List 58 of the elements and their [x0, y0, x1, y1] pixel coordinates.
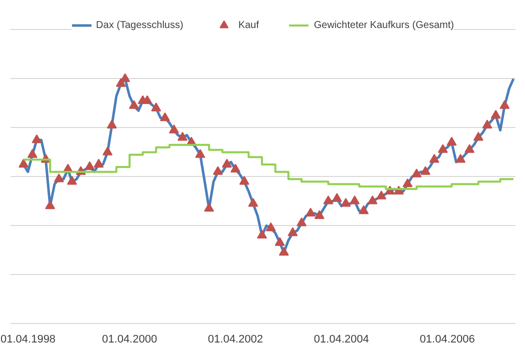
point: [27, 149, 38, 158]
point: [120, 73, 130, 82]
point: [296, 218, 307, 226]
point: [32, 134, 42, 144]
point: [412, 168, 422, 178]
point: [256, 230, 267, 239]
point: [323, 195, 334, 204]
point: [473, 132, 484, 141]
x-tick-label: 01.04.2006: [420, 334, 475, 346]
point: [332, 193, 342, 202]
x-tick-label: 01.04.1998: [0, 334, 56, 346]
point: [456, 154, 466, 163]
point: [45, 200, 56, 210]
point: [151, 102, 162, 112]
point: [288, 227, 298, 236]
point: [94, 158, 104, 168]
legend-label: Kauf: [238, 20, 259, 30]
point: [230, 164, 240, 172]
point: [222, 158, 232, 168]
point: [464, 144, 475, 153]
point: [274, 237, 285, 246]
point: [18, 158, 29, 168]
point: [160, 112, 170, 122]
x-tick-label: 01.04.2004: [314, 334, 369, 346]
point: [178, 132, 188, 141]
point: [54, 173, 64, 182]
point: [239, 176, 250, 185]
point: [278, 246, 289, 256]
x-tick-label: 01.04.2002: [208, 334, 263, 346]
point: [500, 100, 510, 109]
point: [102, 146, 113, 156]
point: [314, 210, 324, 219]
point: [195, 149, 206, 158]
point: [490, 110, 501, 119]
point: [84, 161, 95, 170]
point: [429, 154, 440, 163]
point: [376, 190, 386, 200]
point: [358, 205, 369, 214]
point: [446, 136, 457, 146]
point: [212, 166, 223, 175]
point: [482, 120, 492, 128]
point: [266, 222, 276, 232]
legend-label: Gewichteter Kaufkurs (Gesamt): [314, 20, 454, 30]
point: [66, 176, 77, 185]
point: [168, 124, 179, 134]
point: [248, 198, 258, 207]
point: [340, 198, 351, 207]
x-tick-label: 01.04.2000: [102, 334, 158, 346]
point: [368, 195, 378, 204]
point: [204, 202, 214, 212]
point: [350, 195, 360, 204]
point: [438, 144, 448, 153]
point: [306, 208, 316, 217]
point: [128, 100, 139, 109]
point: [420, 166, 430, 175]
point: [106, 120, 117, 128]
legend-label: Dax (Tagesschluss): [96, 20, 184, 30]
point: [402, 178, 413, 188]
